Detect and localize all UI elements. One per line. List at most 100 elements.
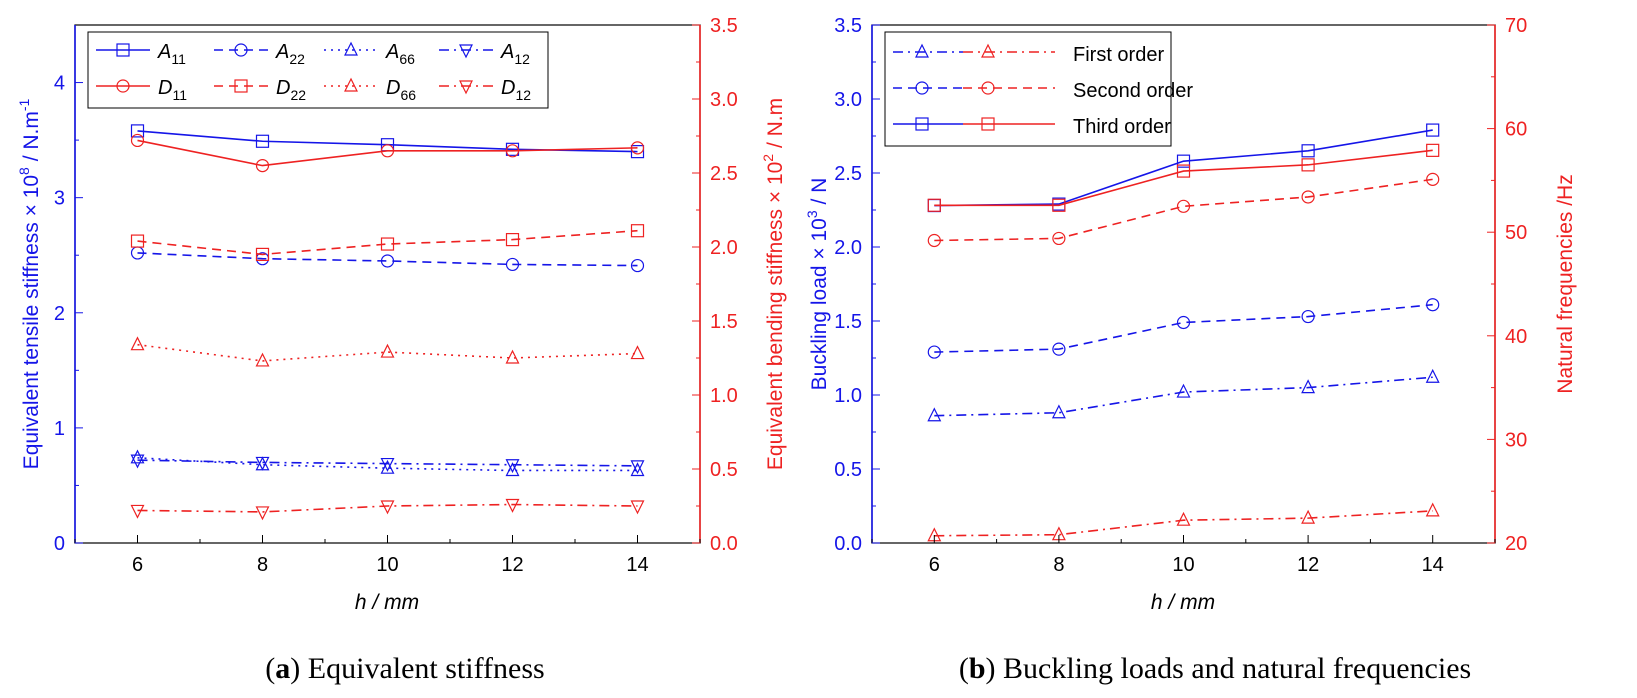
data-point-second-order-right xyxy=(1052,231,1066,246)
data-point-first-order-right xyxy=(1425,502,1440,517)
data-point-a22-left xyxy=(505,257,520,272)
panel-b: 6 8 10 12 14 0.0 0.5 1.0 1.5 2.0 2.5 3.0 3.5 20 30 40 50… xyxy=(804,15,1577,685)
x-tick-label: 10 xyxy=(376,554,398,576)
data-point-second-order-left xyxy=(1176,315,1191,330)
data-point-a12-left xyxy=(255,456,270,471)
left-y-tick-label: 3.0 xyxy=(834,89,862,111)
legend-label-a11: A11 xyxy=(157,41,186,67)
data-point-third-order-left xyxy=(1426,123,1440,137)
x-tick-label: 8 xyxy=(1053,554,1064,576)
panel-a-legend-box xyxy=(87,31,549,109)
data-point-third-order-right xyxy=(1176,164,1191,178)
legend-marker-sample xyxy=(344,41,358,56)
data-point-d22-right xyxy=(505,233,520,247)
x-tick-label: 10 xyxy=(1172,554,1194,576)
data-point-second-order-right xyxy=(1426,172,1440,186)
data-point-a66-left xyxy=(130,449,145,464)
x-tick-label: 12 xyxy=(1297,554,1319,576)
right-y-tick-label: 20 xyxy=(1505,533,1527,555)
data-point-d66-right xyxy=(130,336,145,351)
right-y-tick-label: 1.5 xyxy=(710,311,738,333)
panel-b-plot-area xyxy=(927,123,1440,542)
x-tick-label: 14 xyxy=(1422,554,1444,576)
legend-marker-sample xyxy=(234,79,248,93)
legend-label-a66: A66 xyxy=(385,41,415,67)
left-y-tick-label: 3 xyxy=(54,188,65,210)
right-y-tick-label: 2.5 xyxy=(710,163,738,185)
legend-label-second-order: Second order xyxy=(1073,80,1193,102)
data-point-d11-right xyxy=(505,144,520,158)
data-point-d12-right xyxy=(630,500,645,515)
panel-a-legend: A11 A22 A66 A12 D11 D22 D66 D12 xyxy=(87,31,549,109)
data-point-d12-right xyxy=(130,504,145,519)
right-y-tick-label: 3.0 xyxy=(710,89,738,111)
legend-marker-sample xyxy=(981,81,995,95)
data-point-a66-left xyxy=(380,459,395,474)
series-line-first-order-right xyxy=(934,510,1433,537)
panel-b-legend-box xyxy=(884,31,1172,147)
panel-a-right-y-axis-title: Equivalent bending stiffness × 102 / N.m xyxy=(760,98,787,470)
series-line-d22-right xyxy=(137,229,638,256)
panel-b-right-y-axis-title: Natural frequencies /Hz xyxy=(1554,174,1577,393)
data-point-d66-right xyxy=(380,343,395,358)
data-point-second-order-left xyxy=(1052,342,1066,356)
data-point-d12-right xyxy=(380,500,395,515)
right-y-tick-label: 30 xyxy=(1505,429,1527,451)
legend-label-a12: A12 xyxy=(500,41,530,67)
series-line-second-order-left xyxy=(934,303,1433,353)
left-y-tick-label: 1 xyxy=(54,418,65,440)
data-point-d11-right xyxy=(630,141,645,155)
left-y-tick-label: 1.0 xyxy=(834,385,862,407)
data-point-second-order-right xyxy=(1176,199,1191,213)
data-point-a11-left xyxy=(130,124,145,138)
data-point-d22-right xyxy=(380,237,395,251)
right-y-tick-label: 0.0 xyxy=(710,533,738,555)
legend-marker-sample xyxy=(915,117,929,131)
data-point-second-order-left xyxy=(1301,309,1315,324)
panel-b-legend: First order Second order Third order xyxy=(884,31,1193,147)
legend-label-a22: A22 xyxy=(275,41,305,67)
left-y-tick-label: 0.0 xyxy=(834,533,862,555)
right-y-tick-label: 3.5 xyxy=(710,15,738,37)
data-point-third-order-right xyxy=(1301,158,1315,172)
series-line-a22-left xyxy=(137,252,638,267)
panel-a-caption: (a) Equivalent stiffness xyxy=(265,652,544,685)
data-point-a12-left xyxy=(630,460,645,475)
data-point-d11-right xyxy=(130,133,145,148)
data-point-third-order-left xyxy=(1176,154,1191,168)
data-point-second-order-left xyxy=(1426,298,1440,312)
data-point-d66-right xyxy=(630,345,645,360)
legend-marker-sample xyxy=(915,81,929,95)
legend-marker-sample xyxy=(234,43,248,57)
series-line-a12-left xyxy=(137,459,638,467)
legend-marker-sample xyxy=(915,43,929,58)
data-point-d11-right xyxy=(380,144,395,158)
x-tick-label: 14 xyxy=(626,554,648,576)
data-point-a12-left xyxy=(380,457,395,472)
data-point-first-order-left xyxy=(1425,368,1440,383)
data-point-third-order-right xyxy=(1426,143,1440,157)
panel-b-axes: 6 8 10 12 14 0.0 0.5 1.0 1.5 2.0 2.5 3.0 3.5 20 30 40 50… xyxy=(834,15,1527,576)
panel-b-x-axis-title: h / mm xyxy=(1151,591,1215,614)
data-point-a12-left xyxy=(505,459,520,474)
right-y-tick-label: 40 xyxy=(1505,326,1527,348)
left-y-tick-label: 0 xyxy=(54,533,65,555)
data-point-first-order-right xyxy=(1176,511,1191,526)
data-point-d12-right xyxy=(505,498,520,513)
series-line-third-order-right xyxy=(934,149,1433,207)
data-point-third-order-left xyxy=(1301,144,1315,158)
data-point-a22-left xyxy=(630,258,645,273)
data-point-first-order-left xyxy=(927,407,942,422)
data-point-d11-right xyxy=(255,159,270,173)
data-point-third-order-right xyxy=(1052,198,1066,212)
data-point-first-order-left xyxy=(1051,404,1066,419)
x-tick-label: 6 xyxy=(929,554,940,576)
legend-marker-sample xyxy=(116,43,130,57)
left-y-tick-label: 0.5 xyxy=(834,459,862,481)
data-point-second-order-left xyxy=(927,345,941,359)
legend-marker-sample xyxy=(116,79,130,93)
data-point-d12-right xyxy=(255,506,270,521)
